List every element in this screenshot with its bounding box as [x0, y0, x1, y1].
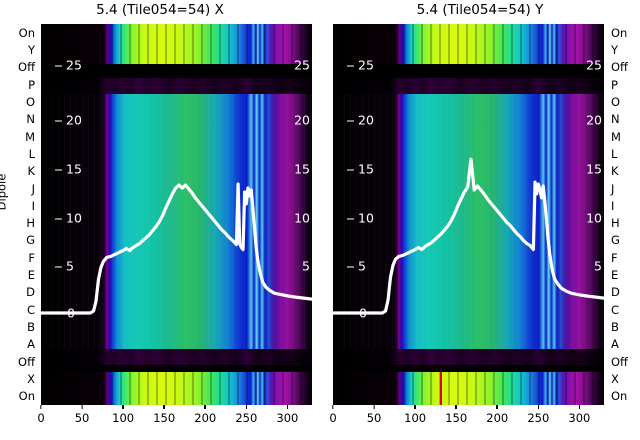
- panel-x: 5.4 (Tile054=54) X Dipole On Y Off P O N M L K J I…: [0, 2, 312, 440]
- band-gap-upper: [41, 64, 312, 78]
- side-tick-right-b-17: B: [611, 320, 619, 335]
- side-tick-left-x-20: X: [27, 372, 35, 387]
- side-tick-right-on-21: On: [611, 389, 628, 404]
- x-tick-0: 0: [329, 405, 337, 425]
- side-tick-right-h-11: H: [611, 216, 620, 231]
- band-gap-upper: [333, 64, 604, 78]
- side-tick-left-o-4: O: [25, 94, 35, 109]
- heatmap-y[interactable]: 25 20 15 10 5 0 25 20 15 10 5: [333, 24, 604, 405]
- side-tick-right-x-20: X: [611, 372, 619, 387]
- x-tick-100: 100: [112, 405, 134, 425]
- x-tick-300: 300: [276, 405, 298, 425]
- side-tick-left-d-15: D: [26, 285, 35, 300]
- red-marker-line: [439, 372, 442, 405]
- side-tick-right-m-6: M: [611, 129, 621, 144]
- x-tick-250: 250: [527, 405, 549, 425]
- side-tick-left-h-11: H: [26, 216, 35, 231]
- side-tick-right-g-12: G: [611, 233, 620, 248]
- x-tick-300: 300: [568, 405, 590, 425]
- side-tick-left-l-7: L: [28, 146, 35, 161]
- band-dim-lower: [41, 349, 312, 365]
- side-tick-left-on-0: On: [18, 25, 35, 40]
- side-tick-left-f-13: F: [28, 250, 35, 265]
- side-tick-left-i-10: I: [31, 198, 35, 213]
- side-tick-right-j-9: J: [611, 181, 615, 196]
- x-tick-200: 200: [486, 405, 508, 425]
- side-tick-right-c-16: C: [611, 302, 620, 317]
- side-tick-left-g-12: G: [26, 233, 35, 248]
- side-tick-left-b-17: B: [27, 320, 35, 335]
- side-tick-right-off-2: Off: [611, 60, 628, 75]
- heatmap-x[interactable]: 25 20 15 10 5 0 25 20 15 10 5: [41, 24, 312, 405]
- x-tick-150: 150: [445, 405, 467, 425]
- side-tick-left-y-1: Y: [27, 42, 35, 57]
- profile-curve-x: [41, 182, 312, 315]
- side-tick-left-off-19: Off: [18, 354, 35, 369]
- x-axis-right: 0 50 100 150 200 250 300: [329, 405, 604, 440]
- side-tick-left-on-21: On: [18, 389, 35, 404]
- side-tick-right-k-8: K: [611, 164, 619, 179]
- side-tick-left-m-6: M: [25, 129, 35, 144]
- x-tick-50: 50: [367, 405, 381, 425]
- band-dim-upper: [41, 78, 312, 94]
- x-axis-left: 0 50 100 150 200 250 300: [37, 405, 312, 440]
- x-tick-100: 100: [404, 405, 426, 425]
- side-tick-right-o-4: O: [611, 94, 621, 109]
- side-tick-left-off-2: Off: [18, 60, 35, 75]
- side-tick-right-on-0: On: [611, 25, 628, 40]
- panel-y: 5.4 (Tile054=54) Y 25 20 15 10 5 0: [320, 0, 640, 440]
- side-tick-left-c-16: C: [26, 302, 35, 317]
- x-tick-250: 250: [235, 405, 257, 425]
- band-dim-upper: [333, 78, 604, 94]
- side-tick-left-e-14: E: [27, 268, 35, 283]
- side-tick-right-e-14: E: [611, 268, 619, 283]
- side-tick-right-a-18: A: [611, 337, 619, 352]
- side-axis-right: On Y Off P O N M L K J I H G F E D C B A Off X On: [607, 24, 640, 405]
- side-tick-left-j-9: J: [31, 181, 35, 196]
- profile-curve-y: [333, 157, 604, 315]
- band-dim-lower: [333, 349, 604, 365]
- band-gap-lower: [41, 365, 312, 372]
- panel-x-title: 5.4 (Tile054=54) X: [96, 2, 224, 18]
- band-gap-lower: [333, 365, 604, 372]
- side-tick-right-y-1: Y: [611, 42, 619, 57]
- panel-y-title: 5.4 (Tile054=54) Y: [416, 2, 544, 18]
- side-tick-right-d-15: D: [611, 285, 620, 300]
- side-tick-left-a-18: A: [27, 337, 35, 352]
- side-tick-right-i-10: I: [611, 198, 615, 213]
- side-axis-left: On Y Off P O N M L K J I H G F E D C B A Off X On: [0, 24, 38, 405]
- side-tick-left-n-5: N: [26, 112, 35, 127]
- x-tick-50: 50: [75, 405, 89, 425]
- side-tick-right-off-19: Off: [611, 354, 628, 369]
- side-tick-left-p-3: P: [28, 77, 35, 92]
- x-tick-200: 200: [194, 405, 216, 425]
- x-tick-0: 0: [37, 405, 45, 425]
- side-tick-right-n-5: N: [611, 112, 620, 127]
- x-tick-150: 150: [153, 405, 175, 425]
- side-tick-right-f-13: F: [611, 250, 618, 265]
- side-tick-right-p-3: P: [611, 77, 618, 92]
- side-tick-left-k-8: K: [27, 164, 35, 179]
- side-tick-right-l-7: L: [611, 146, 618, 161]
